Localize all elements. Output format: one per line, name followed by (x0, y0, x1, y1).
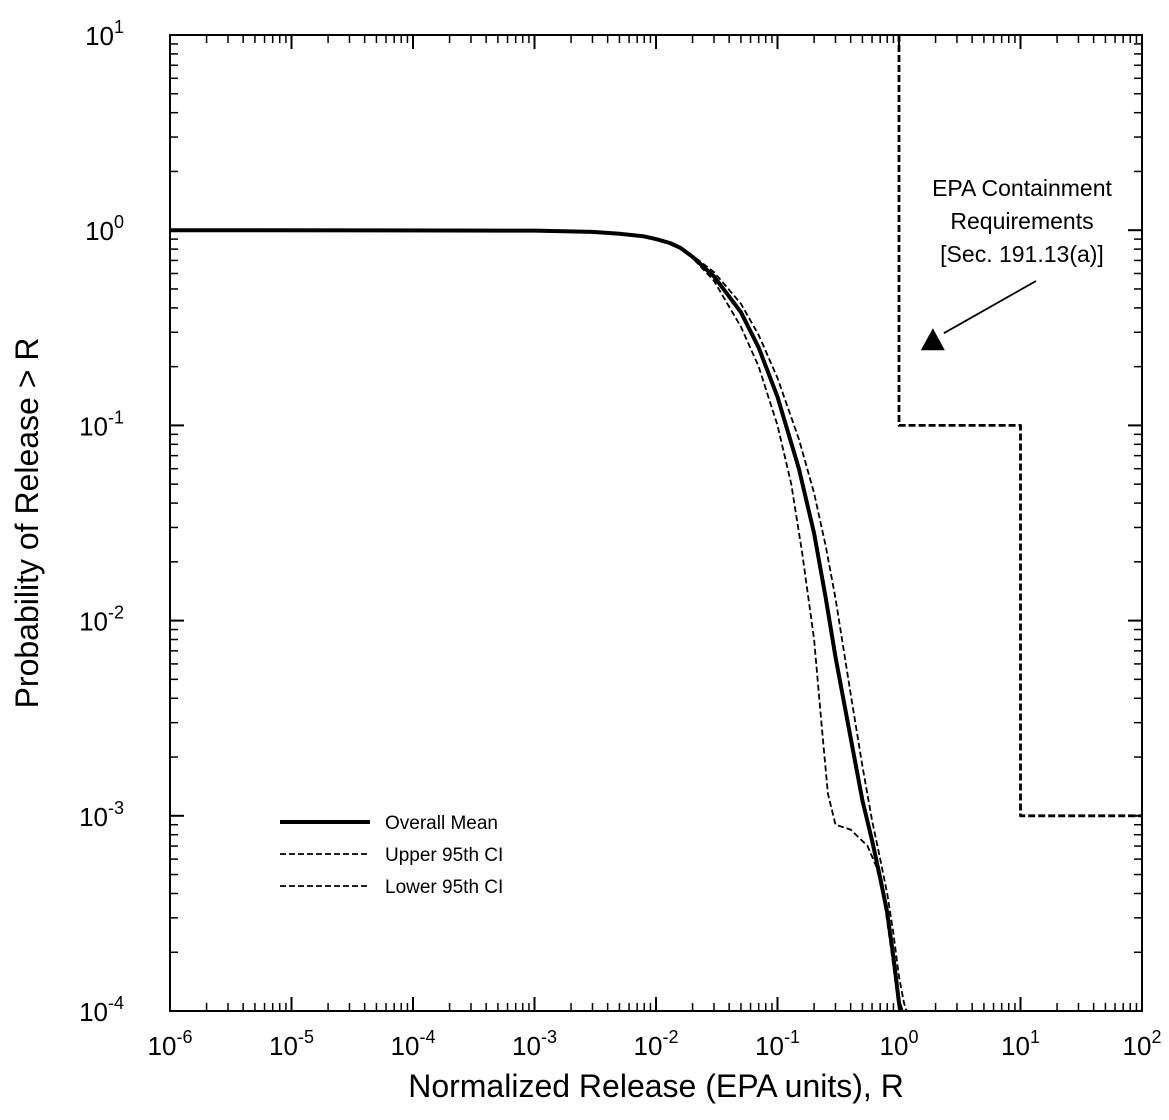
ticks-layer (169, 34, 1143, 1012)
series-line-4 (897, 35, 1142, 818)
y-axis-title: Probability of Release > R (9, 338, 45, 709)
y-tick-label: 10-1 (79, 407, 124, 441)
x-tick-label: 10-2 (634, 1027, 679, 1061)
legend-label-3: Lower 95th CI (385, 877, 503, 898)
plot-frame (169, 34, 1143, 1012)
y-tick-label: 10-3 (79, 798, 124, 832)
x-tick-label: 10-1 (755, 1027, 800, 1061)
x-tick-label: 100 (880, 1027, 919, 1061)
series-line-3 (169, 229, 900, 1012)
series-line-2 (169, 229, 908, 1012)
x-tick-label: 10-6 (148, 1027, 193, 1061)
x-tick-label: 10-4 (391, 1027, 436, 1061)
x-tick-label: 10-5 (269, 1027, 314, 1061)
series-layer (169, 35, 1142, 1012)
x-axis-title: Normalized Release (EPA units), R (408, 1068, 904, 1104)
y-tick-label: 10-2 (79, 603, 124, 637)
x-tick-label: 10-3 (512, 1027, 557, 1061)
annotation-triangle-marker (920, 328, 945, 351)
legend: Overall Mean Upper 95th CI Lower 95th CI (280, 813, 503, 898)
labels-layer: 10-6 10-5 10-4 10-3 10-2 10-1 100 101 102 10-4 10-… (79, 17, 1161, 1061)
y-tick-label: 101 (85, 17, 124, 51)
y-tick-label: 100 (85, 212, 124, 246)
x-tick-label: 101 (1001, 1027, 1040, 1061)
x-tick-label: 102 (1123, 1027, 1162, 1061)
annotation: EPA Containment Requirements [Sec. 191.13(… (920, 175, 1113, 351)
y-tick-label: 10-4 (79, 993, 124, 1027)
annotation-line-2: Requirements (950, 208, 1093, 234)
legend-label-2: Upper 95th CI (385, 845, 503, 866)
legend-label-1: Overall Mean (385, 813, 498, 834)
annotation-line-3: [Sec. 191.13(a)] (940, 241, 1104, 267)
annotation-line-1: EPA Containment (932, 175, 1112, 201)
series-line-1 (169, 228, 904, 1012)
annotation-arrow (943, 280, 1037, 334)
